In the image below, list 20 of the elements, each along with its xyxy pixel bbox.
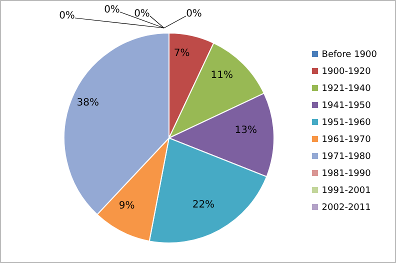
text: 0% [104, 4, 120, 16]
data-label: 13% [234, 125, 257, 136]
legend-label: Before 1900 [322, 50, 377, 60]
data-label: 38% [76, 98, 99, 109]
legend-label: 1951-1960 [322, 118, 371, 128]
data-label: 22% [192, 200, 215, 211]
legend-label: 1981-1990 [322, 168, 371, 178]
text: 0% [134, 8, 150, 20]
legend-label: 1900-1920 [322, 66, 371, 76]
legend-label: 2002-2011 [322, 202, 371, 212]
legend-label: 1991-2001 [322, 186, 371, 196]
data-label: 11% [210, 70, 234, 81]
legend-label: 1921-1940 [322, 84, 371, 94]
text: 0% [186, 8, 202, 20]
legend-label: 1941-1950 [322, 100, 371, 110]
data-label: 7% [174, 48, 190, 59]
text: 0% [59, 10, 75, 22]
data-label: 9% [118, 200, 135, 212]
legend-label: 1961-1970 [322, 134, 371, 144]
legend-label: 1971-1980 [322, 152, 371, 162]
